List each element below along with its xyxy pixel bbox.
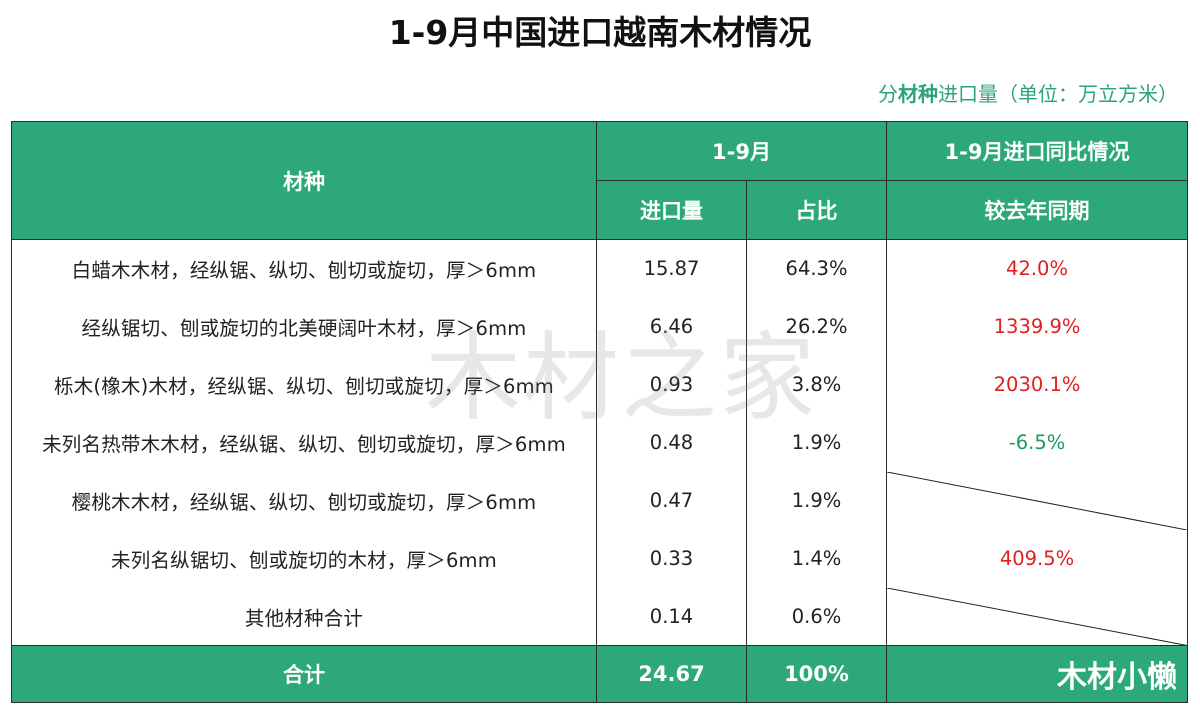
yoy-cell: -6.5% [886, 413, 1189, 472]
volume-cell: 0.14 [596, 587, 747, 646]
material-name: 未列名纵锯切、刨或旋切的木材，厚＞6mm [11, 529, 597, 588]
page-title: 1-9月中国进口越南木材情况 [388, 13, 812, 52]
header-period: 1-9月 [595, 121, 888, 181]
volume-cell: 0.33 [596, 529, 747, 588]
subtitle-suffix: 进口量（单位：万立方米） [938, 82, 1178, 106]
yoy-cell: 2030.1% [886, 355, 1189, 414]
material-name: 樱桃木木材，经纵锯、纵切、刨切或旋切，厚＞6mm [11, 471, 597, 530]
table-row: 其他材种合计 0.14 0.6% [11, 587, 1189, 646]
yoy-cell [886, 471, 1189, 530]
table-row: 樱桃木木材，经纵锯、纵切、刨切或旋切，厚＞6mm 0.47 1.9% [11, 471, 1189, 530]
subtitle-bold: 材种 [898, 82, 938, 106]
material-name: 栎木(橡木)木材，经纵锯、纵切、刨切或旋切，厚＞6mm [11, 355, 597, 414]
volume-cell: 0.93 [596, 355, 747, 414]
table-row: 未列名纵锯切、刨或旋切的木材，厚＞6mm 0.33 1.4% 409.5% [11, 529, 1189, 588]
total-share: 100% [745, 645, 888, 703]
table-row: 未列名热带木木材，经纵锯、纵切、刨切或旋切，厚＞6mm 0.48 1.9% -6.5% [11, 413, 1189, 472]
yoy-cell: 409.5% [886, 529, 1189, 588]
yoy-cell: 42.0% [886, 239, 1189, 298]
material-name: 未列名热带木木材，经纵锯、纵切、刨切或旋切，厚＞6mm [11, 413, 597, 472]
header-yoy-group: 1-9月进口同比情况 [886, 121, 1189, 181]
import-table: 材种 1-9月 1-9月进口同比情况 进口量 占比 较去年同期 白蜡木木材，经纵… [11, 121, 1189, 703]
yoy-cell: 1339.9% [886, 297, 1189, 356]
header-material: 材种 [11, 121, 597, 240]
material-name: 其他材种合计 [11, 587, 597, 646]
share-cell: 1.9% [745, 471, 888, 530]
share-cell: 0.6% [745, 587, 888, 646]
share-cell: 1.9% [745, 413, 888, 472]
volume-cell: 0.48 [596, 413, 747, 472]
material-name: 白蜡木木材，经纵锯、纵切、刨切或旋切，厚＞6mm [11, 239, 597, 298]
diagonal-slash [887, 472, 1187, 530]
brand-label: 木材小懒 [886, 645, 1189, 703]
total-volume: 24.67 [596, 645, 747, 703]
material-name: 经纵锯切、刨或旋切的北美硬阔叶木材，厚＞6mm [11, 297, 597, 356]
yoy-cell [886, 587, 1189, 646]
header-volume: 进口量 [596, 180, 747, 240]
subtitle-prefix: 分 [878, 82, 898, 106]
total-label: 合计 [11, 645, 597, 703]
share-cell: 64.3% [745, 239, 888, 298]
share-cell: 26.2% [745, 297, 888, 356]
share-cell: 1.4% [745, 529, 888, 588]
volume-cell: 15.87 [596, 239, 747, 298]
table-row: 白蜡木木材，经纵锯、纵切、刨切或旋切，厚＞6mm 15.87 64.3% 42.0% [11, 239, 1189, 298]
unit-subtitle: 分材种进口量（单位：万立方米） [878, 78, 1178, 107]
table-row: 栎木(橡木)木材，经纵锯、纵切、刨切或旋切，厚＞6mm 0.93 3.8% 2030.… [11, 355, 1189, 414]
table-row: 经纵锯切、刨或旋切的北美硬阔叶木材，厚＞6mm 6.46 26.2% 1339.9% [11, 297, 1189, 356]
volume-cell: 0.47 [596, 471, 747, 530]
diagonal-slash [887, 588, 1187, 646]
share-cell: 3.8% [745, 355, 888, 414]
header-yoy: 较去年同期 [886, 180, 1189, 240]
volume-cell: 6.46 [596, 297, 747, 356]
header-share: 占比 [745, 180, 888, 240]
